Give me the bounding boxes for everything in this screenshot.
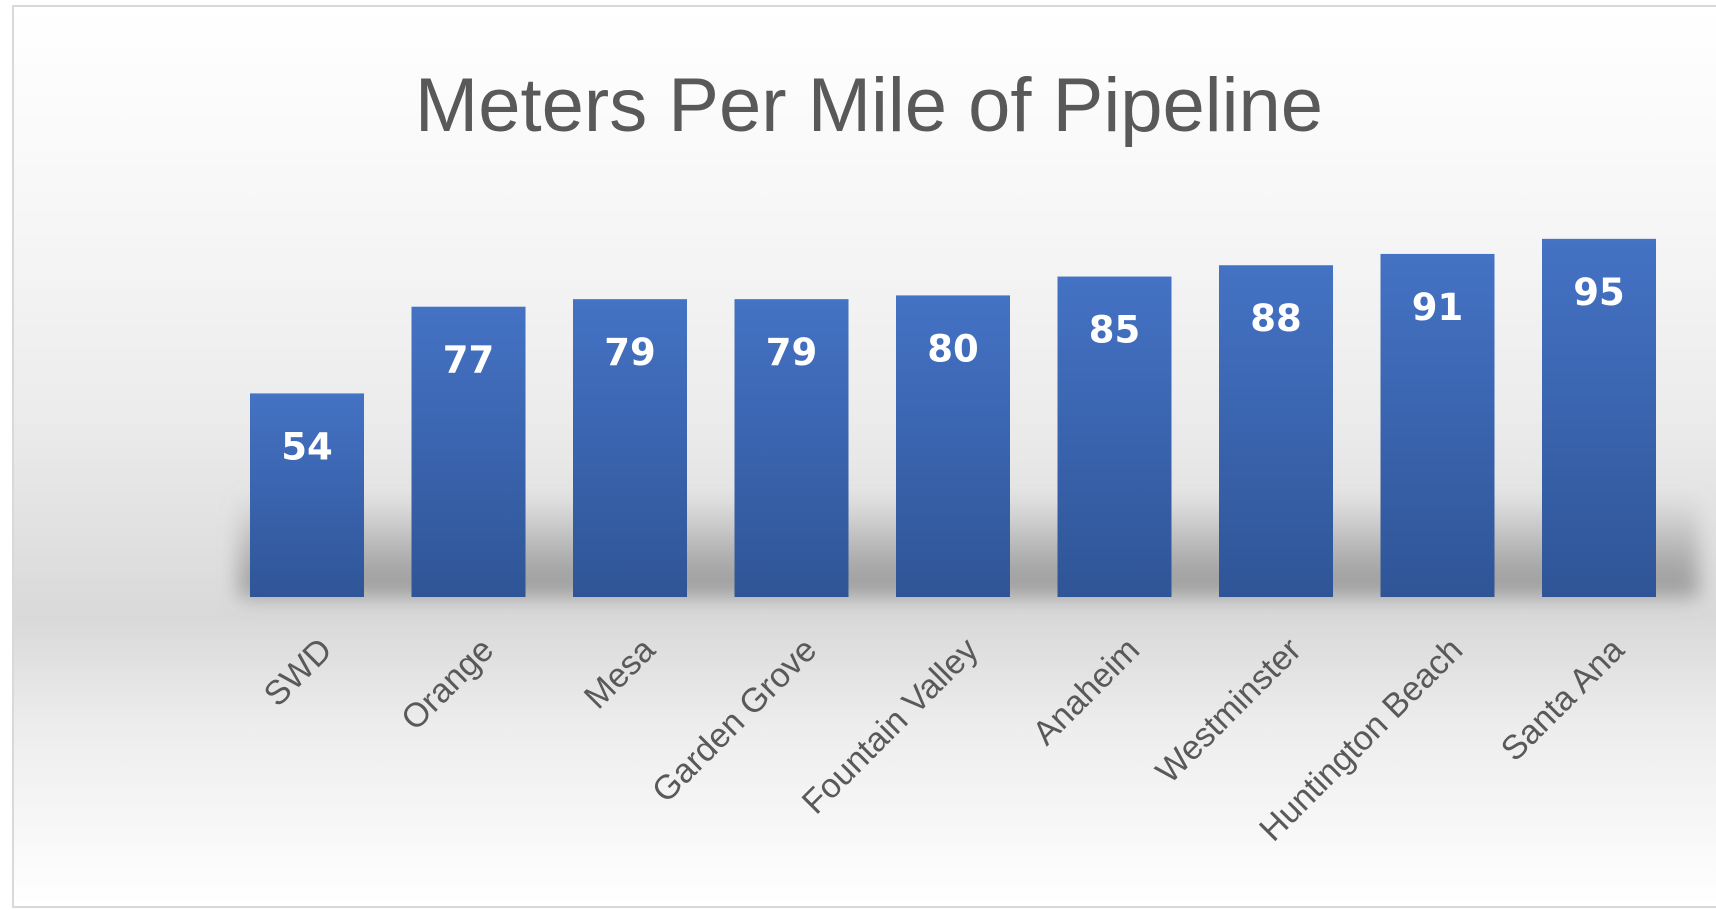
value-label: 80 bbox=[927, 327, 979, 370]
value-labels-group: 54 77 79 79 80 85 88 91 95 bbox=[281, 271, 1625, 469]
value-label: 85 bbox=[1089, 309, 1141, 352]
category-label: Garden Grove bbox=[645, 631, 824, 810]
bar-huntington-beach bbox=[1380, 253, 1495, 597]
bar-westminster bbox=[1219, 265, 1333, 597]
bar-mesa bbox=[573, 299, 687, 597]
category-label: Fountain Valley bbox=[795, 631, 986, 822]
value-label: 95 bbox=[1573, 271, 1625, 314]
bar-fountain-valley bbox=[896, 295, 1010, 597]
category-label: Anaheim bbox=[1025, 631, 1147, 753]
bar-orange bbox=[411, 306, 526, 597]
category-label: Mesa bbox=[577, 631, 663, 717]
category-label: Santa Ana bbox=[1494, 631, 1632, 769]
value-label: 88 bbox=[1250, 297, 1302, 340]
bar-anaheim bbox=[1057, 276, 1172, 597]
bar-chart: Meters Per Mile of Pipeline 54 77 79 79 80 85… bbox=[239, 63, 1699, 849]
bars-group bbox=[250, 238, 1656, 597]
chart-frame: Meters Per Mile of Pipeline 54 77 79 79 80 85… bbox=[12, 5, 1716, 908]
value-label: 91 bbox=[1412, 286, 1464, 329]
category-label: SWD bbox=[257, 631, 340, 714]
value-label: 79 bbox=[766, 331, 818, 374]
category-label: Westminster bbox=[1149, 631, 1309, 791]
value-label: 79 bbox=[604, 331, 656, 374]
chart-title: Meters Per Mile of Pipeline bbox=[415, 63, 1323, 148]
category-label: Orange bbox=[394, 631, 501, 738]
value-label: 54 bbox=[281, 425, 333, 468]
bar-garden-grove bbox=[734, 299, 849, 597]
bar-swd bbox=[250, 393, 364, 597]
value-label: 77 bbox=[443, 339, 495, 382]
bar-santa-ana bbox=[1542, 238, 1656, 597]
